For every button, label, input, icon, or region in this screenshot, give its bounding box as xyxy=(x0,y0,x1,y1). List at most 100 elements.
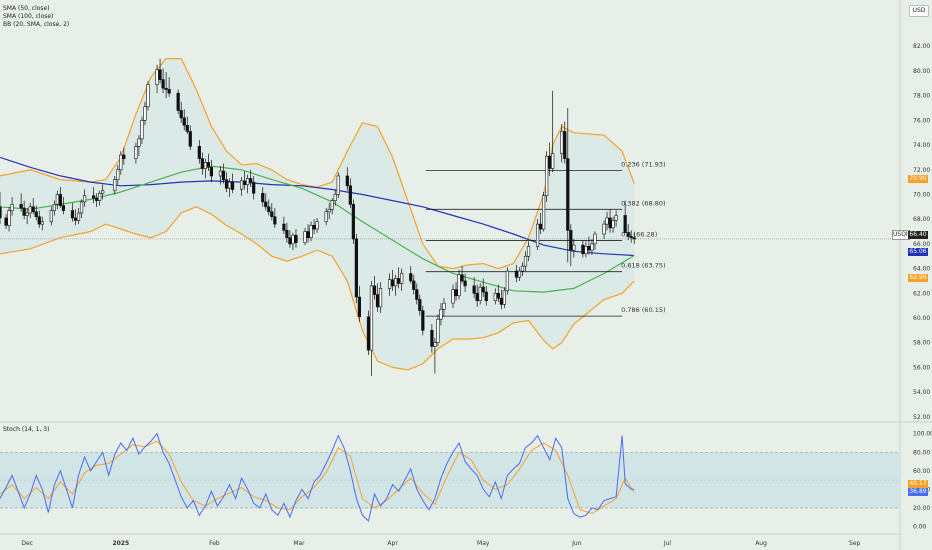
price-tag: 66.40 xyxy=(908,231,928,239)
time-axis-tick: Jun xyxy=(571,540,582,547)
candle-body xyxy=(457,274,461,297)
candle-body xyxy=(92,195,96,199)
candle-body xyxy=(330,200,334,210)
candle-body xyxy=(605,217,609,225)
candle-body xyxy=(499,297,503,305)
candle-body xyxy=(593,233,597,245)
candle-body xyxy=(439,309,443,320)
candle-body xyxy=(158,69,162,80)
fib-level-label: 0.618 (63.75) xyxy=(621,262,665,270)
sma-tag: 65.06 xyxy=(908,248,928,256)
candle-body xyxy=(520,265,525,272)
candle-body xyxy=(134,145,138,159)
candle-body xyxy=(95,197,99,201)
candle-body xyxy=(566,158,570,231)
candle-body xyxy=(197,145,201,159)
stoch-axis-tick: 100.00 xyxy=(913,431,932,438)
candle-body xyxy=(626,232,630,237)
candle-body xyxy=(430,330,434,347)
candle-body xyxy=(221,170,226,180)
candle-body xyxy=(378,288,383,308)
candle-body xyxy=(584,246,588,255)
candle-body xyxy=(412,280,416,290)
candle-body xyxy=(261,192,265,203)
candle-body xyxy=(472,285,476,294)
candle-body xyxy=(285,229,289,239)
candle-body xyxy=(523,255,528,267)
candle-body xyxy=(400,273,404,284)
candle-body xyxy=(375,294,380,308)
indicator-stoch-label[interactable]: Stoch (14, 1, 3) xyxy=(3,426,50,433)
candle-body xyxy=(25,212,29,216)
currency-button[interactable]: USD xyxy=(909,5,929,17)
candle-body xyxy=(288,237,292,245)
candle-body xyxy=(397,278,401,284)
candle-body xyxy=(421,310,425,331)
price-axis-tick: 58.00 xyxy=(913,340,930,347)
candle-body xyxy=(611,220,615,229)
candle-body xyxy=(351,204,355,240)
time-axis-tick: Jul xyxy=(663,540,672,547)
candle-body xyxy=(526,246,531,257)
candle-body xyxy=(309,225,313,239)
candle-body xyxy=(502,290,506,305)
candle-body xyxy=(294,234,298,243)
indicator-sma100-label[interactable]: SMA (100, close) xyxy=(3,13,54,20)
candle-body xyxy=(31,206,35,213)
candle-body xyxy=(587,246,591,251)
candle-body xyxy=(387,279,392,289)
candle-body xyxy=(76,212,81,221)
candle-body xyxy=(324,211,328,222)
candle-body xyxy=(345,175,349,187)
candle-body xyxy=(415,289,419,300)
candle-body xyxy=(240,180,244,190)
candle-body xyxy=(116,169,120,180)
candle-body xyxy=(581,244,585,255)
candle-body xyxy=(203,162,207,169)
candle-body xyxy=(227,181,232,189)
bollinger-fill xyxy=(0,58,635,370)
candle-body xyxy=(82,195,87,203)
candle-body xyxy=(224,179,229,189)
candle-body xyxy=(291,234,295,245)
candle-body xyxy=(218,170,223,177)
candle-body xyxy=(19,204,23,209)
candle-body xyxy=(282,223,286,231)
candle-body xyxy=(632,237,636,240)
candle-body xyxy=(545,155,549,197)
candle-body xyxy=(79,201,84,214)
candle-body xyxy=(460,274,464,282)
price-axis-tick: 74.00 xyxy=(913,142,930,149)
candle-body xyxy=(143,106,147,121)
candle-body xyxy=(493,292,497,302)
price-axis-tick: 66.00 xyxy=(913,241,930,248)
price-axis-tick: 54.00 xyxy=(913,389,930,396)
candle-body xyxy=(179,110,183,119)
candle-body xyxy=(40,221,44,225)
candle-body xyxy=(394,278,398,287)
candle-body xyxy=(206,162,210,168)
candle-body xyxy=(569,229,573,251)
candle-body xyxy=(249,178,253,183)
bollinger-lower-line xyxy=(0,206,635,371)
candle-body xyxy=(34,211,38,218)
fib-level-label: 0.5 (66.28) xyxy=(621,230,657,238)
stoch-k-line xyxy=(0,432,635,522)
price-axis-tick: 68.00 xyxy=(913,216,930,223)
candle-body xyxy=(167,89,171,94)
sma100-line xyxy=(0,156,635,257)
indicator-sma50-label[interactable]: SMA (50, close) xyxy=(3,5,50,12)
stoch-d-line xyxy=(0,440,635,515)
candle-body xyxy=(629,236,633,239)
stoch-axis-tick: 80.00 xyxy=(913,449,930,456)
candle-body xyxy=(73,217,78,221)
time-axis-tick: Sep xyxy=(849,540,861,547)
stoch-d-tag: 40.17 xyxy=(908,480,928,488)
candle-body xyxy=(505,270,509,292)
sma50-line xyxy=(0,165,635,293)
candle-body xyxy=(551,153,555,169)
time-axis-tick: Aug xyxy=(755,540,767,547)
candle-body xyxy=(185,124,189,132)
indicator-bb-label[interactable]: BB (20, SMA, close, 2) xyxy=(3,21,70,28)
